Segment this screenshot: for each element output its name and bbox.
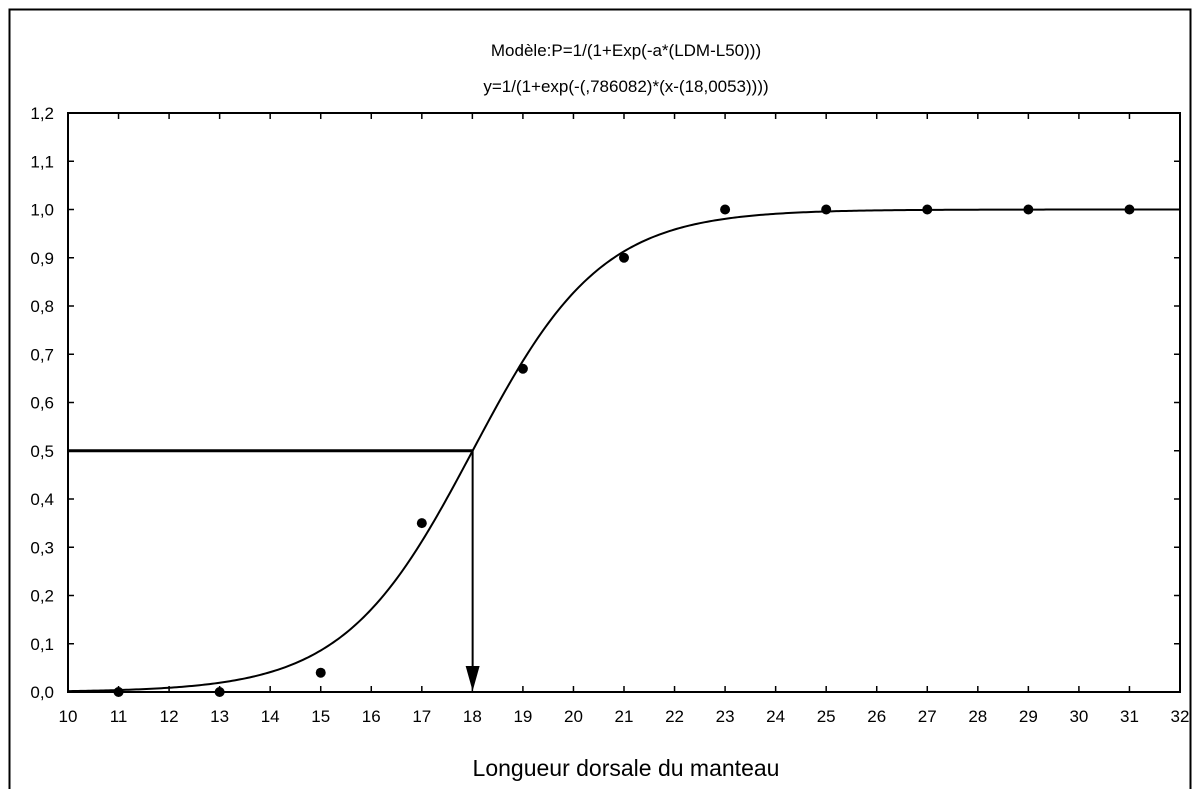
- x-tick-label: 24: [766, 707, 785, 726]
- x-tick-label: 19: [513, 707, 532, 726]
- x-tick-label: 29: [1019, 707, 1038, 726]
- y-tick-label: 0,2: [30, 587, 54, 606]
- x-tick-label: 26: [867, 707, 886, 726]
- x-tick-label: 30: [1069, 707, 1088, 726]
- y-tick-label: 1,0: [30, 201, 54, 220]
- x-tick-label: 22: [665, 707, 684, 726]
- x-tick-label: 17: [412, 707, 431, 726]
- x-tick-label: 13: [210, 707, 229, 726]
- x-tick-label: 10: [59, 707, 78, 726]
- x-tick-label: 27: [918, 707, 937, 726]
- x-tick-label: 14: [261, 707, 280, 726]
- x-tick-label: 23: [716, 707, 735, 726]
- data-point: [922, 204, 933, 215]
- data-point: [315, 667, 326, 678]
- data-point: [821, 204, 832, 215]
- x-tick-label: 11: [110, 707, 128, 726]
- x-tick-label: 18: [463, 707, 482, 726]
- plot-area: 0,0 0,1 0,2 0,3 0,4 0,5 0,6 0,7 0,8 0,9 1,0 1,1 1,2 1…: [30, 104, 1189, 726]
- y-tick-label: 0,5: [30, 442, 54, 461]
- data-point: [720, 204, 731, 215]
- data-point: [517, 363, 528, 374]
- data-point: [1124, 204, 1135, 215]
- y-tick-label: 0,1: [30, 635, 54, 654]
- y-tick-label: 0,4: [30, 490, 54, 509]
- y-tick-label: 1,1: [30, 152, 54, 171]
- data-point: [619, 252, 629, 263]
- x-tick-label: 25: [817, 707, 836, 726]
- y-tick-label: 0,8: [30, 297, 54, 316]
- data-point: [416, 518, 427, 529]
- x-tick-label: 21: [615, 707, 634, 726]
- x-tick-label: 12: [160, 707, 179, 726]
- y-tick-label: 1,2: [30, 104, 54, 123]
- y-tick-label: 0,0: [30, 683, 54, 702]
- fitted-curve: [67, 208, 1180, 693]
- x-tick-label: 16: [362, 707, 381, 726]
- x-tick-label: 31: [1120, 707, 1139, 726]
- data-point: [113, 687, 124, 697]
- x-tick-label: 32: [1171, 707, 1190, 726]
- data-point: [1023, 204, 1034, 215]
- x-tick-label: 15: [311, 707, 330, 726]
- data-point: [214, 687, 225, 697]
- chart-title: Modèle:P=1/(1+Exp(-a*(LDM-L50))): [491, 41, 761, 60]
- l50-arrowhead: [465, 666, 480, 691]
- x-axis-label: Longueur dorsale du manteau: [473, 755, 780, 781]
- x-tick-label: 28: [968, 707, 987, 726]
- y-tick-label: 0,9: [30, 249, 54, 268]
- x-tick-label: 20: [564, 707, 583, 726]
- y-tick-label: 0,7: [30, 345, 54, 364]
- chart-subtitle: y=1/(1+exp(-(,786082)*(x-(18,0053)))): [483, 77, 768, 96]
- chart-outer-border: [8, 8, 1192, 789]
- y-tick-label: 0,6: [30, 394, 54, 413]
- y-tick-label: 0,3: [30, 538, 54, 557]
